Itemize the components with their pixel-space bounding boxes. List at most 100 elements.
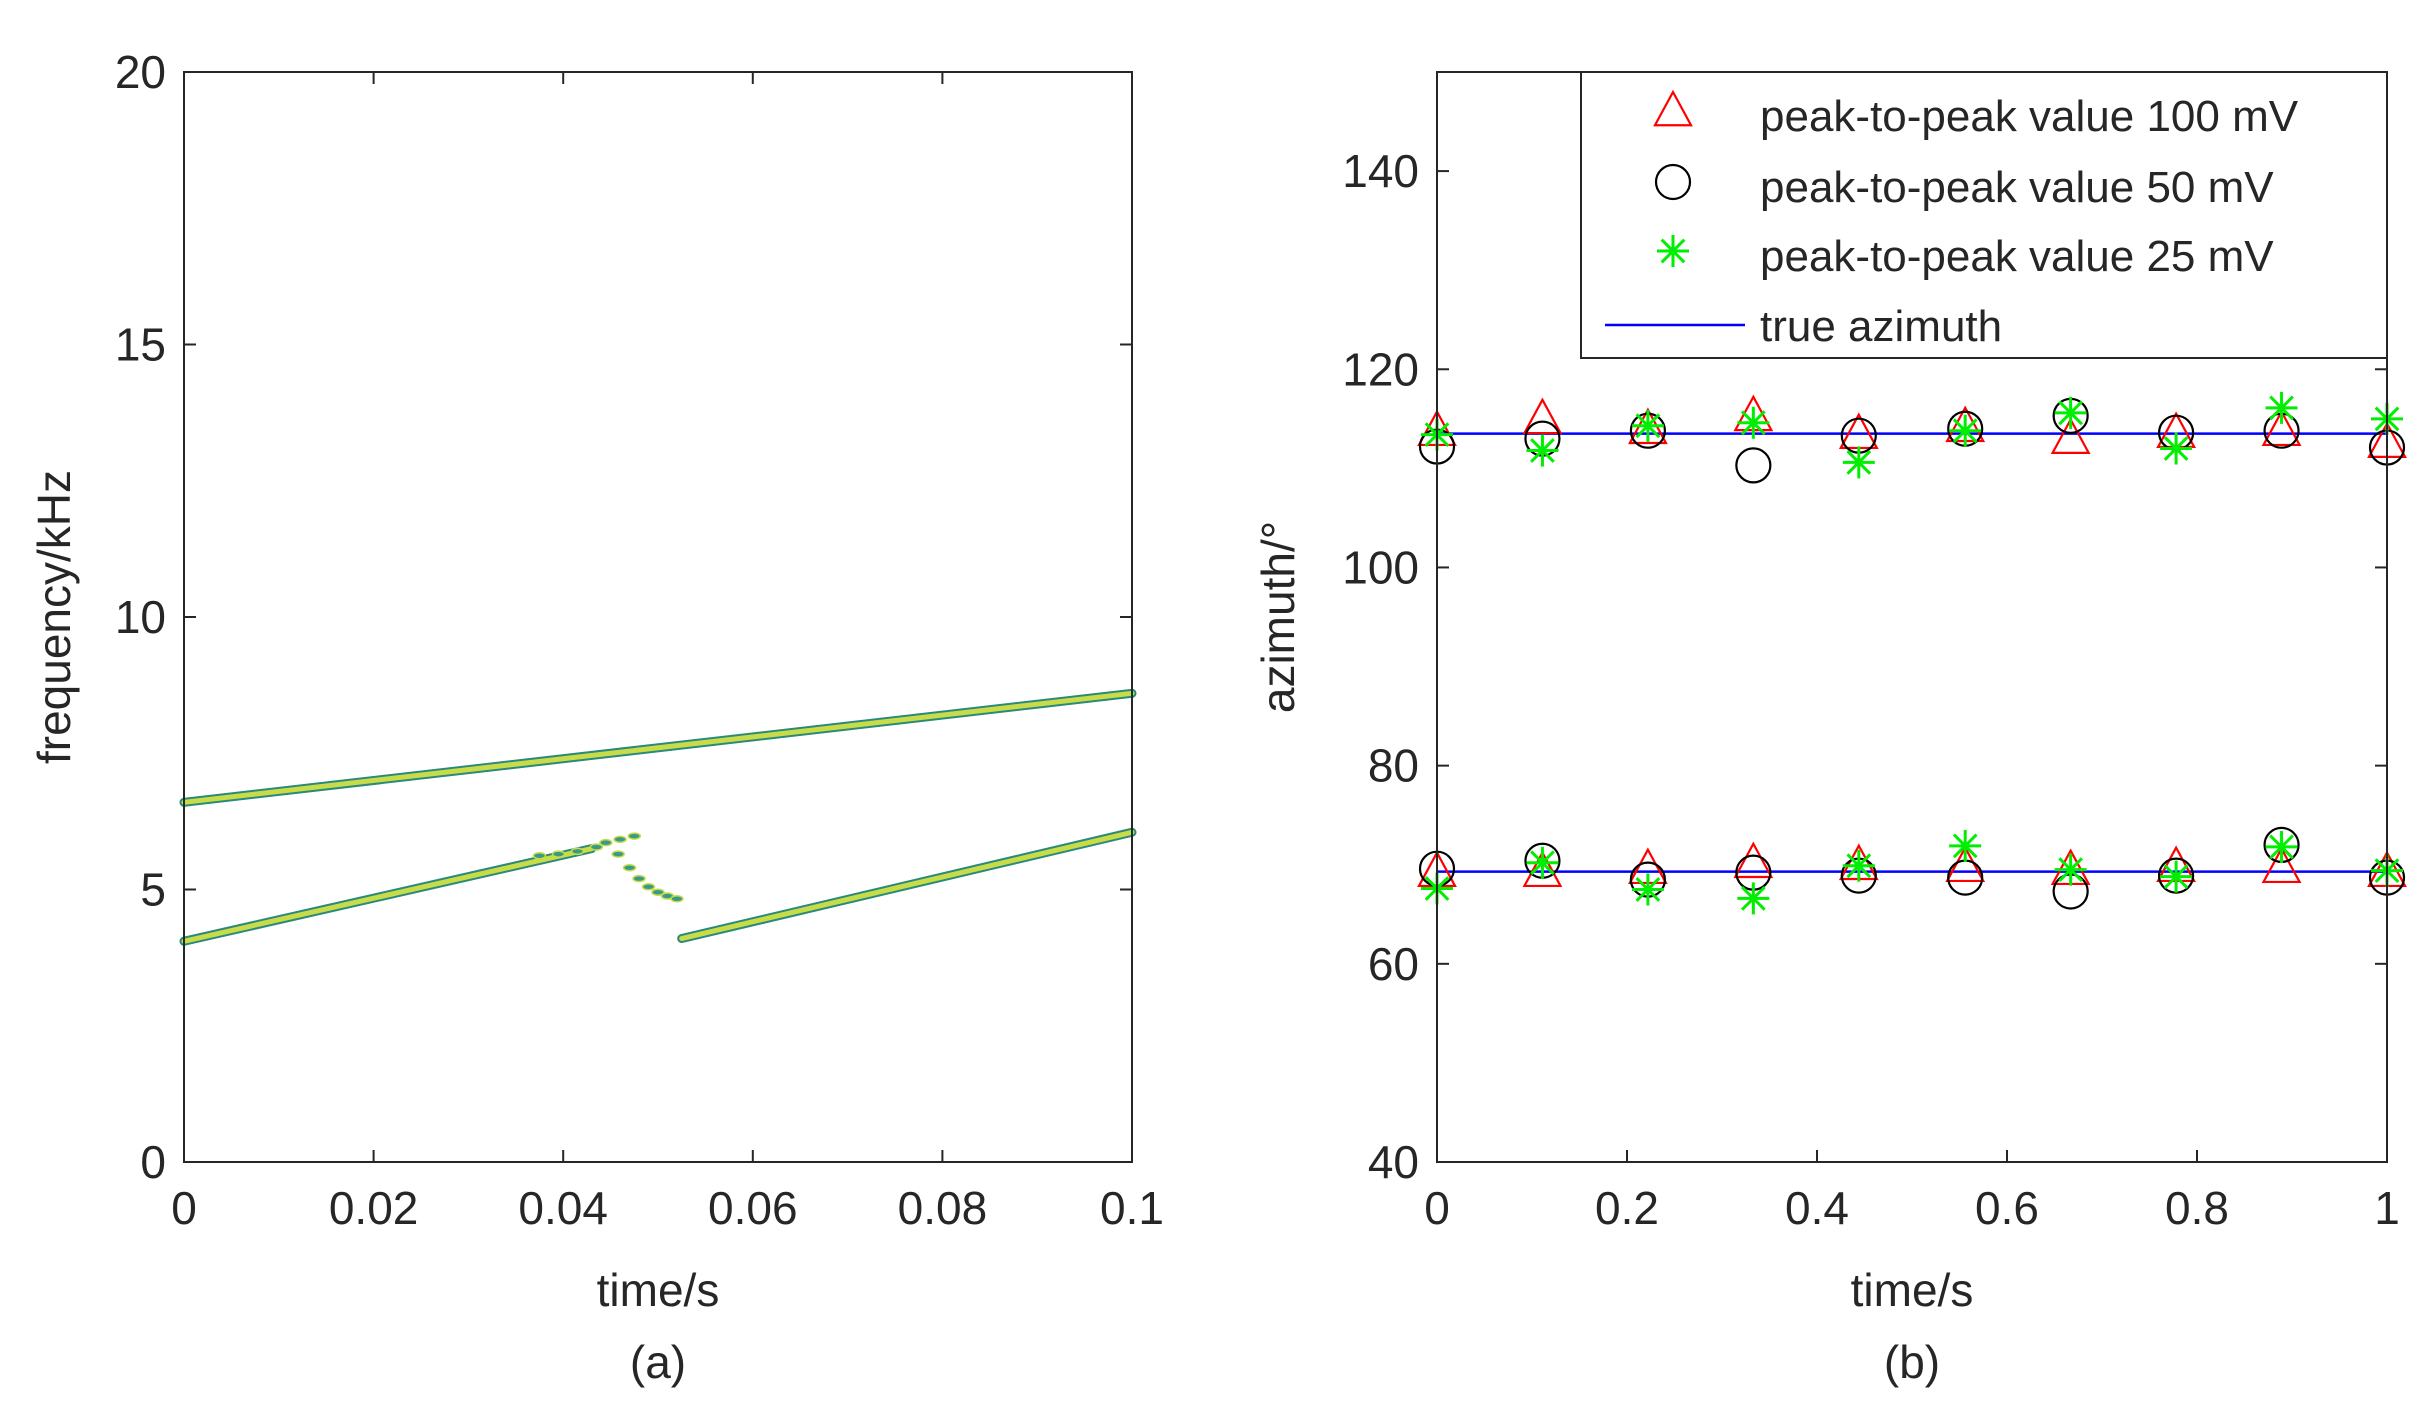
legend-label: peak-to-peak value 25 mV [1760,232,2274,281]
asterisk-marker-stroke [2269,395,2294,421]
panel-a-y-tick-label: 20 [115,46,166,98]
lower-chirp-2-line [679,829,1135,942]
panel-b-x-tick-label: 1 [2374,1182,2400,1234]
asterisk-marker-stroke [2163,864,2189,889]
panel-b-y-tick-label: 60 [1368,938,1419,990]
legend-label: peak-to-peak value 50 mV [1760,163,2274,212]
legend-asterisk-sample-stroke [1660,238,1686,264]
panel-b-x-tick-label: 0.6 [1975,1182,2039,1234]
asterisk-marker-stroke [1846,853,1872,879]
transient-point [632,874,646,883]
asterisk-marker-stroke [2058,400,2084,426]
panel-a-x-tick-label: 0.08 [898,1182,988,1234]
panel-b-y-tick-label: 100 [1342,541,1419,593]
panel-a-caption: (a) [630,1336,686,1388]
asterisk-marker-stroke [2163,436,2189,461]
panel-a-x-axis-label: time/s [597,1264,720,1316]
asterisk-marker [2160,860,2193,893]
panel-b-legend: peak-to-peak value 100 mV peak-to-peak va… [1580,71,2388,359]
transient-point [622,863,637,872]
panel-b-y-tick-label: 120 [1342,343,1419,395]
transient-point [670,895,684,903]
panel-b-x-tick-label: 0 [1424,1182,1450,1234]
panel-a-y-axis-label: frequency/kHz [28,470,80,764]
panel-a-frequency-chart: 0 0.02 0.04 0.06 0.08 0.1 0 5 10 15 20 time/s freq… [28,46,1164,1388]
asterisk-marker [1737,406,1770,439]
asterisk-marker-stroke [1635,413,1661,439]
transient-point [613,835,627,844]
asterisk-marker-stroke [1740,410,1766,436]
transient-point [532,851,547,860]
triangle-marker [2261,846,2302,884]
asterisk-marker-stroke [1952,418,1978,444]
circle-marker [1735,447,1772,484]
legend-label: peak-to-peak value 100 mV [1760,92,2299,141]
asterisk-marker [1842,849,1875,882]
transient-point [589,843,604,851]
panel-b-y-tick-label: 40 [1368,1136,1419,1188]
transient-point [570,847,585,856]
asterisk-marker [2265,391,2298,424]
panel-a-x-tick-label: 0.1 [1100,1182,1164,1234]
panel-a-y-tick-label: 0 [140,1136,166,1188]
asterisk-marker [2265,830,2298,863]
transient-point [611,850,625,858]
panel-a-x-tick-label: 0.06 [708,1182,798,1234]
asterisk-marker-stroke [1846,450,1872,475]
asterisk-marker [1842,446,1875,479]
legend-circle-sample [1654,163,1692,201]
transient-point [627,832,642,840]
circle-marker [2158,857,2195,894]
lower-chirp-1-line [181,846,595,944]
legend-asterisk-sample [1657,235,1689,267]
panel-a-ticks: 0 0.02 0.04 0.06 0.08 0.1 0 5 10 15 20 [115,46,1164,1234]
triangle-marker [1733,841,1774,879]
asterisk-marker [2054,853,2087,886]
asterisk-marker-stroke [1635,877,1661,902]
asterisk-marker-stroke [1952,833,1978,859]
asterisk-marker [1949,414,1982,447]
legend-box [1580,71,2388,359]
asterisk-marker [1949,829,1982,862]
transient-point [599,838,613,847]
asterisk-marker-stroke [1740,886,1766,911]
panel-a-y-tick-label: 5 [140,864,166,916]
panel-a-x-tick-label: 0.04 [518,1182,608,1234]
panel-a-x-tick-label: 0 [171,1182,197,1234]
panel-b-y-tick-label: 140 [1342,145,1419,197]
panel-a-series-group [179,688,1137,946]
legend-items: peak-to-peak value 100 mV peak-to-peak va… [1605,89,2299,351]
panel-a-x-tick-label: 0.02 [329,1182,419,1234]
asterisk-marker [1631,409,1664,442]
transient-point [551,850,566,858]
panel-b-x-tick-label: 0.2 [1595,1182,1659,1234]
asterisk-marker [1631,873,1664,906]
panel-b-true-azimuth-lines [1437,432,2387,873]
panel-b-y-axis-label: azimuth/° [1252,521,1304,713]
triangle-marker [1522,850,1563,888]
asterisk-marker [2054,396,2087,429]
transient-point [641,883,656,891]
asterisk-marker-stroke [2269,834,2294,860]
asterisk-marker [1526,846,1559,879]
triangle-marker [2050,417,2091,454]
transient-point [651,888,665,896]
legend-label: true azimuth [1760,302,2002,351]
panel-a-y-tick-label: 10 [115,591,166,643]
panel-b-y-tick-label: 80 [1368,740,1419,792]
panel-a-y-tick-label: 15 [115,319,166,371]
panel-b-caption: (b) [1884,1336,1940,1388]
asterisk-marker [2160,432,2193,465]
asterisk-marker [1526,434,1559,467]
upper-chirp-line [181,690,1135,805]
triangle-marker [1522,397,1563,435]
asterisk-marker-stroke [1530,438,1555,463]
panel-b-x-axis-label: time/s [1851,1264,1974,1316]
panel-b-x-tick-label: 0.4 [1785,1182,1849,1234]
panel-a-plot-area [184,72,1132,1162]
triangle-marker [2261,409,2302,447]
asterisk-marker-stroke [1530,850,1555,876]
